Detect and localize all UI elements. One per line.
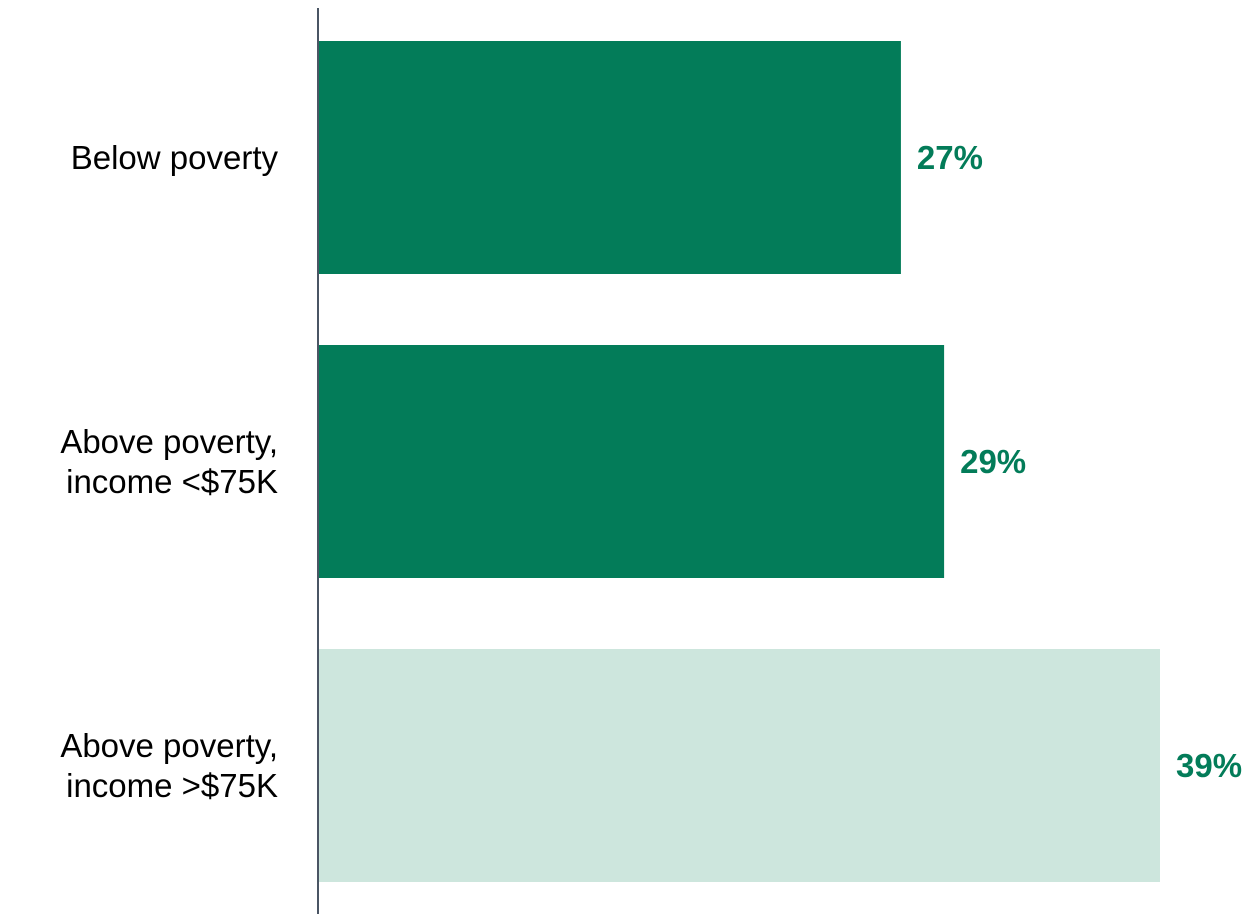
category-label-line: Below poverty: [71, 139, 279, 176]
category-label-1: Below poverty: [71, 139, 279, 176]
value-label-3: 39%: [1176, 747, 1242, 784]
category-label-2: Above poverty, income <$75K: [60, 423, 278, 500]
category-label-line: income >$75K: [66, 767, 278, 804]
bar-2: [318, 345, 945, 578]
category-label-line: Above poverty,: [60, 727, 278, 764]
category-label-line: income <$75K: [66, 463, 278, 500]
bars-layer: [318, 41, 1160, 882]
bar-3: [318, 649, 1160, 882]
bar-1: [318, 41, 901, 274]
category-label-3: Above poverty, income >$75K: [60, 727, 278, 804]
value-labels-layer: 27% 29% 39%: [917, 139, 1242, 784]
value-label-2: 29%: [960, 443, 1026, 480]
category-label-line: Above poverty,: [60, 423, 278, 460]
value-label-1: 27%: [917, 139, 983, 176]
